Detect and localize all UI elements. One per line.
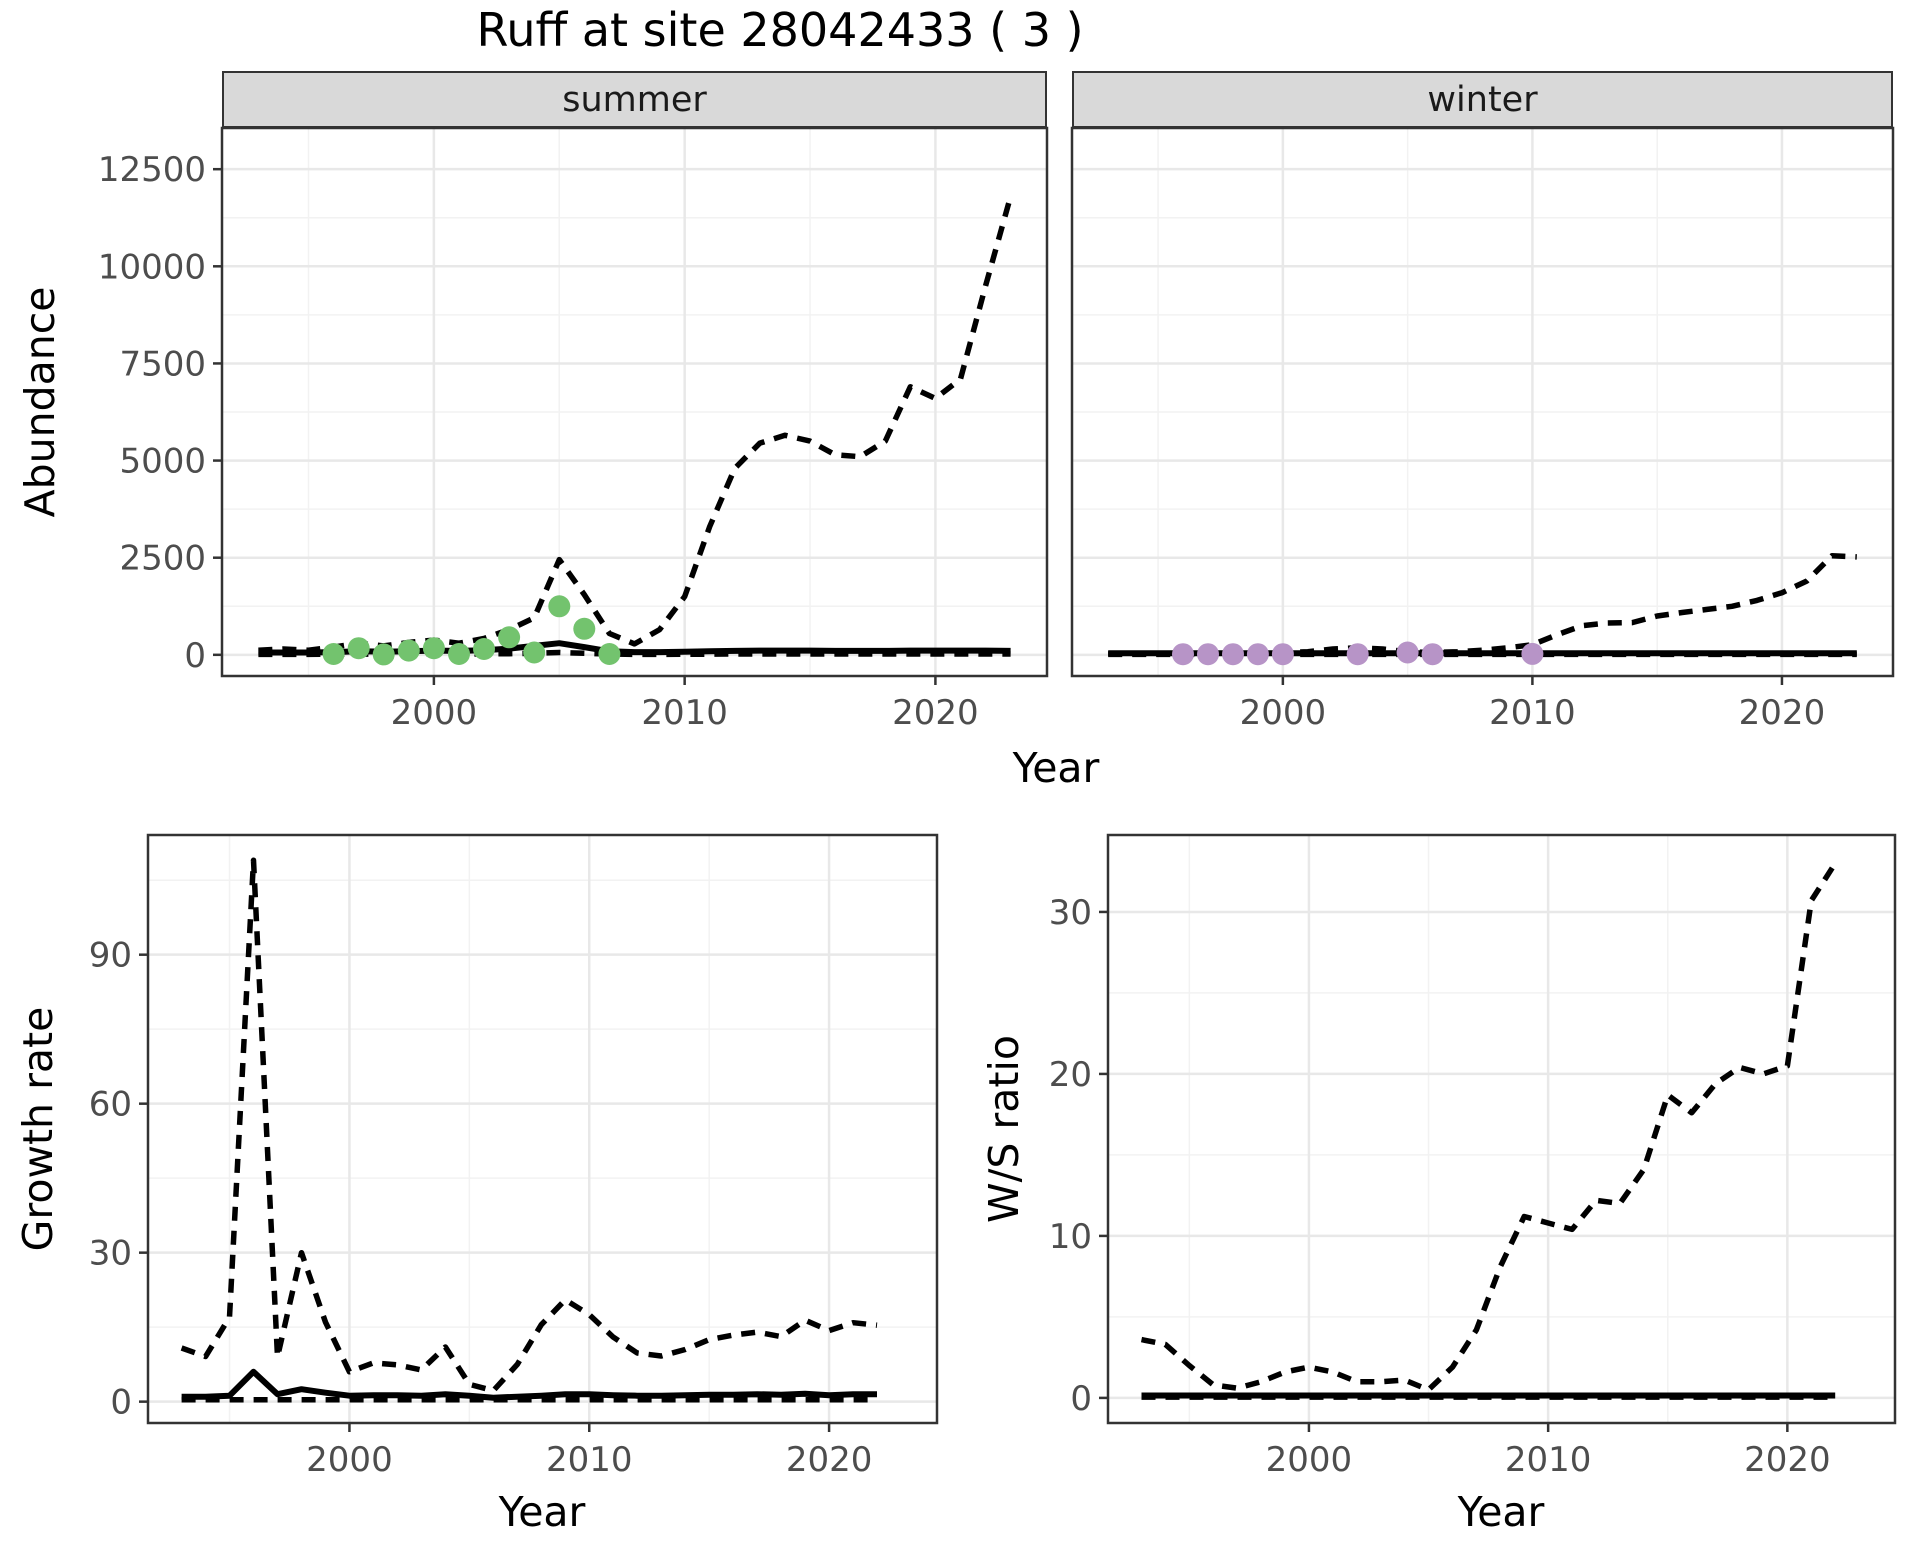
x-axis-title-top: Year bbox=[1012, 744, 1100, 792]
y-tick-label: 5000 bbox=[119, 442, 206, 482]
y-tick-label: 30 bbox=[1049, 893, 1092, 933]
data-point-summer bbox=[598, 643, 621, 665]
y-tick-label: 0 bbox=[110, 1383, 132, 1423]
y-tick-label: 12500 bbox=[98, 150, 206, 190]
y-tick-label: 10 bbox=[1049, 1217, 1092, 1257]
x-tick-label: 2020 bbox=[786, 1440, 873, 1480]
y-axis-title-ws-ratio: W/S ratio bbox=[980, 1035, 1028, 1223]
panel-border-summer bbox=[220, 126, 1049, 678]
x-tick-label: 2000 bbox=[306, 1440, 393, 1480]
panel-border-growth bbox=[146, 833, 939, 1425]
y-tick-label: 0 bbox=[1070, 1379, 1092, 1419]
x-tick-label: 2000 bbox=[391, 693, 478, 733]
y-tick-label: 30 bbox=[89, 1234, 132, 1274]
x-tick-label: 2020 bbox=[892, 693, 979, 733]
x-axis-title-bottom-left: Year bbox=[498, 1488, 586, 1536]
data-point-winter bbox=[1246, 643, 1269, 666]
y-tick-label: 10000 bbox=[98, 247, 206, 287]
data-point-summer bbox=[347, 637, 370, 660]
y-tick-label: 90 bbox=[89, 936, 132, 976]
series-index-growth bbox=[181, 1368, 877, 1401]
data-point-summer bbox=[372, 643, 395, 666]
x-tick-label: 2010 bbox=[1489, 693, 1576, 733]
y-tick-label: 0 bbox=[184, 636, 206, 676]
series-upper-ci-growth bbox=[180, 857, 878, 1394]
data-point-summer bbox=[548, 595, 571, 618]
data-point-winter bbox=[1521, 642, 1544, 665]
data-point-summer bbox=[448, 643, 470, 665]
facet-strip-summer-label: summer bbox=[562, 79, 707, 120]
x-tick-label: 2010 bbox=[546, 1440, 633, 1480]
facet-strip-winter: winter bbox=[1072, 71, 1893, 128]
page-title: Ruff at site 28042433 ( 3 ) bbox=[476, 3, 1084, 57]
panel-bg-winter bbox=[1072, 128, 1893, 676]
x-axis-title-bottom-right: Year bbox=[1457, 1488, 1545, 1536]
data-point-winter bbox=[1222, 643, 1244, 666]
facet-strip-summer: summer bbox=[222, 71, 1047, 128]
x-tick-label: 2010 bbox=[1505, 1440, 1592, 1480]
x-tick-label: 2000 bbox=[1266, 1440, 1353, 1480]
data-point-winter bbox=[1271, 643, 1294, 666]
facet-strip-winter-label: winter bbox=[1427, 79, 1538, 120]
data-point-winter bbox=[1421, 643, 1444, 666]
x-tick-label: 2020 bbox=[1744, 1440, 1831, 1480]
data-point-summer bbox=[523, 641, 546, 664]
data-point-winter bbox=[1396, 641, 1419, 664]
y-axis-title-growth-rate: Growth rate bbox=[14, 1006, 62, 1252]
data-point-winter bbox=[1172, 643, 1194, 666]
y-tick-label: 60 bbox=[89, 1085, 132, 1125]
panel-bg-ws bbox=[1108, 835, 1895, 1423]
data-point-summer bbox=[573, 617, 596, 640]
panel-bg-summer bbox=[222, 128, 1047, 676]
data-point-summer bbox=[322, 643, 345, 665]
y-tick-label: 2500 bbox=[119, 539, 206, 579]
data-point-summer bbox=[473, 638, 495, 660]
y-axis-title-abundance: Abundance bbox=[16, 286, 64, 518]
y-tick-label: 7500 bbox=[119, 344, 206, 384]
panel-border-ws bbox=[1106, 833, 1897, 1425]
data-point-summer bbox=[397, 639, 420, 662]
data-point-summer bbox=[498, 626, 521, 649]
series-upper-ci-ws bbox=[1140, 861, 1838, 1393]
x-tick-label: 2000 bbox=[1240, 693, 1327, 733]
y-tick-label: 20 bbox=[1049, 1055, 1092, 1095]
panel-border-winter bbox=[1070, 126, 1895, 678]
data-point-summer bbox=[422, 637, 445, 660]
data-point-winter bbox=[1346, 643, 1369, 666]
data-point-winter bbox=[1197, 643, 1219, 666]
x-tick-label: 2010 bbox=[641, 693, 728, 733]
x-tick-label: 2020 bbox=[1739, 693, 1826, 733]
